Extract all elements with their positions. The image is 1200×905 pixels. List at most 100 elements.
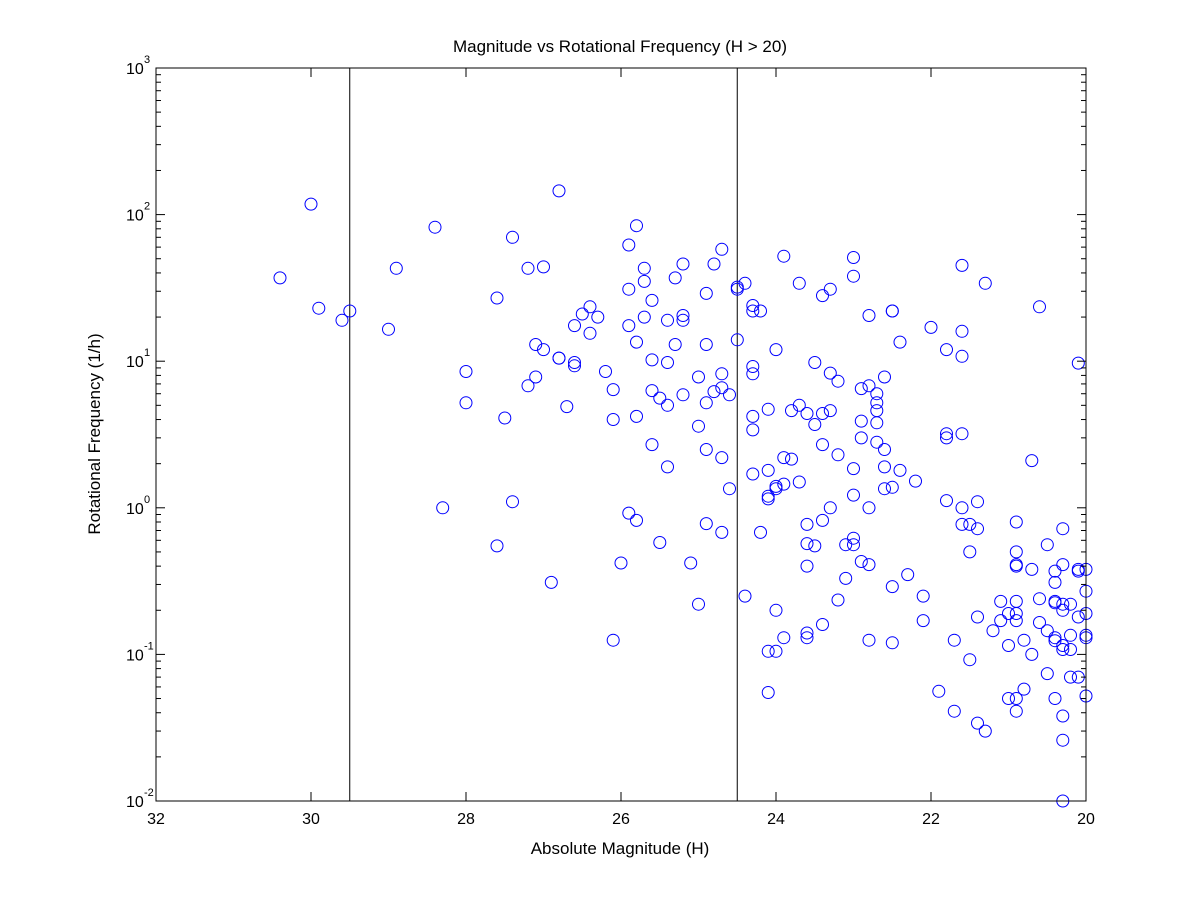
data-point-50 — [637, 310, 651, 324]
data-point-19 — [529, 338, 543, 351]
data-point-52 — [645, 353, 659, 367]
data-point-224 — [1040, 624, 1054, 638]
data-point-46 — [630, 409, 643, 423]
data-point-92 — [746, 360, 760, 373]
data-point-246 — [1071, 356, 1085, 370]
data-point-231 — [1048, 634, 1062, 648]
data-point-104 — [761, 686, 775, 699]
data-point-165 — [878, 482, 891, 496]
data-point-217 — [1025, 454, 1039, 468]
data-point-14 — [498, 411, 512, 425]
data-point-151 — [854, 555, 868, 568]
data-point-24 — [552, 184, 566, 198]
data-point-204 — [1002, 639, 1015, 652]
data-point-44 — [630, 219, 643, 233]
data-point-161 — [870, 435, 884, 449]
data-point-96 — [746, 467, 760, 481]
data-point-248 — [1071, 564, 1085, 578]
data-point-199 — [978, 724, 992, 738]
data-point-20 — [529, 370, 543, 384]
data-point-243 — [1064, 628, 1077, 642]
data-point-94 — [746, 409, 760, 423]
data-point-18 — [521, 379, 535, 393]
data-point-134 — [823, 366, 837, 380]
marks-layer — [273, 68, 1093, 808]
data-point-75 — [699, 517, 713, 531]
data-point-164 — [878, 460, 891, 474]
data-point-47 — [630, 513, 643, 527]
data-point-212 — [1009, 614, 1023, 628]
y-tick-label-exponent-10e2: 2 — [144, 201, 150, 213]
data-point-78 — [715, 242, 729, 256]
y-tick-label-base-10e3: 10 — [126, 61, 144, 78]
data-point-220 — [1033, 300, 1046, 314]
data-point-29 — [568, 356, 581, 369]
y-tick-label-exponent-10e3: 3 — [144, 54, 150, 66]
data-point-127 — [808, 539, 822, 553]
data-point-152 — [862, 309, 876, 322]
data-point-198 — [978, 276, 992, 290]
data-point-245 — [1064, 670, 1077, 684]
y-axis-title: Rotational Frequency (1/h) — [85, 333, 104, 534]
y-tick-label-exponent-10e0: 0 — [144, 494, 150, 506]
data-point-55 — [653, 391, 667, 405]
data-point-184 — [947, 704, 961, 718]
data-point-239 — [1056, 709, 1070, 723]
data-point-36 — [606, 383, 620, 397]
data-point-215 — [1017, 633, 1031, 647]
y-tick-label-base-10e-2: 10 — [126, 794, 144, 811]
data-point-68 — [692, 370, 705, 384]
data-point-88 — [738, 276, 752, 290]
data-point-70 — [692, 597, 705, 611]
data-point-136 — [823, 501, 837, 515]
data-point-61 — [668, 271, 682, 285]
data-point-213 — [1009, 692, 1023, 705]
data-point-175 — [916, 589, 930, 603]
data-point-103 — [761, 644, 775, 658]
data-point-157 — [870, 387, 884, 401]
data-point-177 — [924, 320, 938, 334]
data-point-137 — [831, 374, 845, 388]
data-point-69 — [692, 419, 705, 433]
data-point-169 — [885, 580, 899, 594]
data-point-32 — [583, 300, 597, 314]
data-point-194 — [971, 495, 984, 509]
data-point-79 — [715, 367, 729, 381]
data-point-131 — [816, 513, 829, 527]
data-point-144 — [847, 462, 860, 476]
data-point-235 — [1056, 597, 1070, 611]
data-point-16 — [506, 495, 519, 509]
data-point-56 — [653, 536, 667, 549]
data-point-240 — [1056, 733, 1070, 747]
data-point-122 — [800, 559, 814, 573]
data-point-186 — [955, 324, 969, 338]
data-point-73 — [699, 396, 713, 410]
data-point-237 — [1056, 639, 1070, 652]
data-point-150 — [854, 431, 868, 445]
data-point-93 — [746, 367, 760, 381]
data-point-120 — [800, 517, 814, 531]
data-point-202 — [994, 614, 1008, 628]
data-point-158 — [870, 396, 884, 410]
data-point-138 — [831, 448, 845, 462]
data-point-108 — [769, 603, 783, 617]
data-point-110 — [777, 249, 791, 263]
data-point-100 — [761, 463, 775, 477]
data-point-125 — [808, 356, 822, 369]
data-point-22 — [537, 343, 550, 357]
data-point-91 — [746, 304, 760, 318]
data-point-206 — [1009, 515, 1023, 529]
x-tick-label-32: 32 — [147, 811, 165, 828]
data-point-27 — [560, 400, 574, 414]
data-point-72 — [699, 338, 713, 351]
data-point-190 — [955, 517, 969, 531]
data-point-83 — [723, 388, 736, 402]
data-point-233 — [1056, 522, 1070, 536]
data-point-117 — [792, 398, 806, 412]
x-axis-title: Absolute Magnitude (H) — [531, 839, 710, 858]
data-point-227 — [1048, 575, 1062, 589]
data-point-123 — [800, 626, 814, 640]
data-point-3 — [312, 301, 326, 315]
y-tick-label-exponent-10e-2: -2 — [144, 787, 154, 799]
data-point-111 — [777, 451, 791, 465]
